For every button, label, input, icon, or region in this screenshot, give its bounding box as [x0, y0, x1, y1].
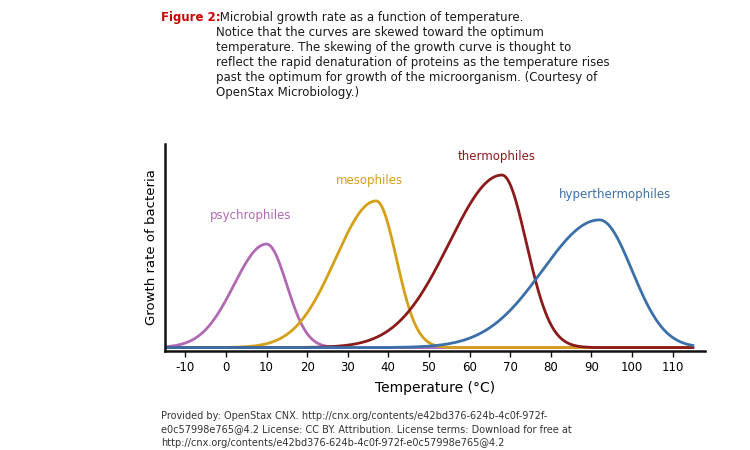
Text: psychrophiles: psychrophiles — [210, 209, 291, 222]
Text: Microbial growth rate as a function of temperature.
Notice that the curves are s: Microbial growth rate as a function of t… — [216, 11, 610, 99]
Text: hyperthermophiles: hyperthermophiles — [559, 188, 671, 201]
Y-axis label: Growth rate of bacteria: Growth rate of bacteria — [145, 170, 158, 325]
Text: mesophiles: mesophiles — [335, 174, 403, 187]
Text: thermophiles: thermophiles — [458, 150, 536, 163]
Text: Provided by: OpenStax CNX. http://cnx.org/contents/e42bd376-624b-4c0f-972f-
e0c5: Provided by: OpenStax CNX. http://cnx.or… — [161, 411, 572, 448]
X-axis label: Temperature (°C): Temperature (°C) — [375, 381, 495, 396]
Text: Figure 2:: Figure 2: — [161, 11, 220, 24]
